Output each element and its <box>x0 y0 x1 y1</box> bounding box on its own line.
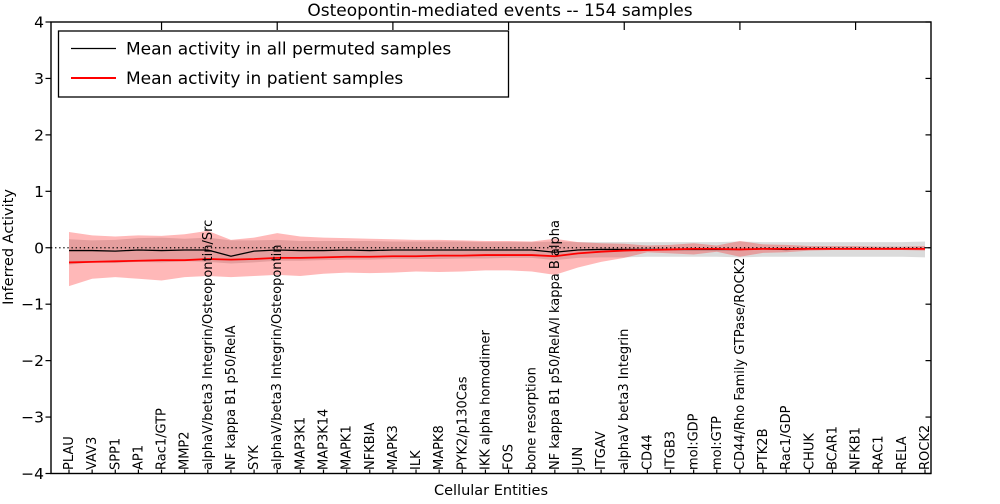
x-tick-label: JUN <box>571 447 586 471</box>
y-tick-label: −1 <box>21 296 44 314</box>
x-tick-label: PLAU <box>62 436 77 470</box>
x-tick-label: MAPK1 <box>340 425 355 470</box>
x-tick-label: SPP1 <box>108 438 123 470</box>
x-tick-label: PTK2B <box>756 429 771 471</box>
series-lines-layer <box>51 247 931 264</box>
legend-label-permuted: Mean activity in all permuted samples <box>126 40 451 60</box>
x-tick-label: MAPK3 <box>386 425 401 470</box>
y-tick-label: −3 <box>21 409 44 427</box>
x-tick-label: alphaV beta3 Integrin <box>617 329 632 470</box>
x-tick-label: NFKBIA <box>363 423 378 470</box>
x-tick-label: AP1 <box>131 445 146 470</box>
axes-ticks-layer: 4 3 2 1 0 −1 −2 −3 −4 PLAU VAV3 SPP1 AP1 Rac1/GTP MMP2… <box>21 14 933 484</box>
x-tick-label: NFKB1 <box>849 427 864 470</box>
y-tick-label: 4 <box>34 14 44 32</box>
x-tick-label: PYK2/p130Cas <box>455 376 470 470</box>
x-tick-label: SYK <box>247 445 262 470</box>
x-tick-label: RAC1 <box>872 435 887 470</box>
y-tick-label: 1 <box>34 183 44 201</box>
series-line <box>68 247 925 264</box>
y-tick-label: −2 <box>21 352 44 370</box>
x-tick-label: mol:GTP <box>710 416 725 470</box>
y-tick-label: 3 <box>34 70 44 88</box>
x-tick-label: ROCK2 <box>918 425 933 470</box>
x-tick-label: NF kappa B1 p50/RelA/I kappa B alpha <box>548 220 563 470</box>
y-tick-label: −4 <box>21 465 44 483</box>
x-tick-label: MAP3K14 <box>316 409 331 470</box>
x-tick-label: ITGB3 <box>664 431 679 470</box>
x-tick-label: MMP2 <box>178 431 193 470</box>
legend-box <box>57 30 510 98</box>
x-tick-label: BCAR1 <box>825 426 840 470</box>
x-tick-label: Rac1/GTP <box>155 408 170 470</box>
chart-title: Osteopontin-mediated events -- 154 sampl… <box>307 1 692 21</box>
x-tick-label: RELA <box>895 436 910 470</box>
x-tick-label: CD44/Rho Family GTPase/ROCK2 <box>733 258 748 470</box>
x-tick-label: ITGAV <box>594 431 609 470</box>
x-tick-label: MAP3K1 <box>293 417 308 470</box>
x-tick-label: CHUK <box>802 433 817 470</box>
y-tick-label: 0 <box>34 239 44 257</box>
x-tick-label: ILK <box>409 450 424 470</box>
y-axis-label: Inferred Activity <box>1 189 17 305</box>
x-tick-label: mol:GDP <box>687 413 702 470</box>
confidence-band <box>69 230 925 287</box>
x-tick-label: bone resorption <box>525 367 540 470</box>
confidence-bands-layer <box>69 230 925 287</box>
x-tick-label: VAV3 <box>85 437 100 470</box>
x-axis-label: Cellular Entities <box>434 483 548 499</box>
x-tick-label: alphaV/beta3 Integrin/Osteopontin/Src <box>201 220 216 470</box>
y-tick-label: 2 <box>34 126 44 144</box>
legend: Mean activity in all permuted samples Me… <box>57 30 510 98</box>
x-tick-label: FOS <box>502 444 517 470</box>
x-tick-label: MAPK8 <box>432 425 447 470</box>
x-tick-label: CD44 <box>640 434 655 470</box>
x-tick-label: NF kappa B1 p50/RelA <box>224 325 239 470</box>
x-tick-label: alphaV/beta3 Integrin/Osteopontin <box>270 245 285 470</box>
legend-label-patient: Mean activity in patient samples <box>126 69 403 89</box>
x-tick-label: IKK alpha homodimer <box>478 329 493 470</box>
x-tick-label: Rac1/GDP <box>779 405 794 470</box>
